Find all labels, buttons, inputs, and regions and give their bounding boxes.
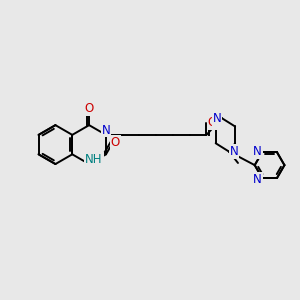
Text: N: N: [102, 124, 110, 136]
Text: O: O: [208, 116, 217, 129]
Text: N: N: [253, 172, 262, 186]
Text: N: N: [253, 145, 262, 158]
Text: NH: NH: [85, 153, 103, 166]
Text: O: O: [85, 102, 94, 115]
Text: N: N: [212, 112, 221, 124]
Text: O: O: [111, 136, 120, 149]
Text: N: N: [230, 145, 238, 158]
